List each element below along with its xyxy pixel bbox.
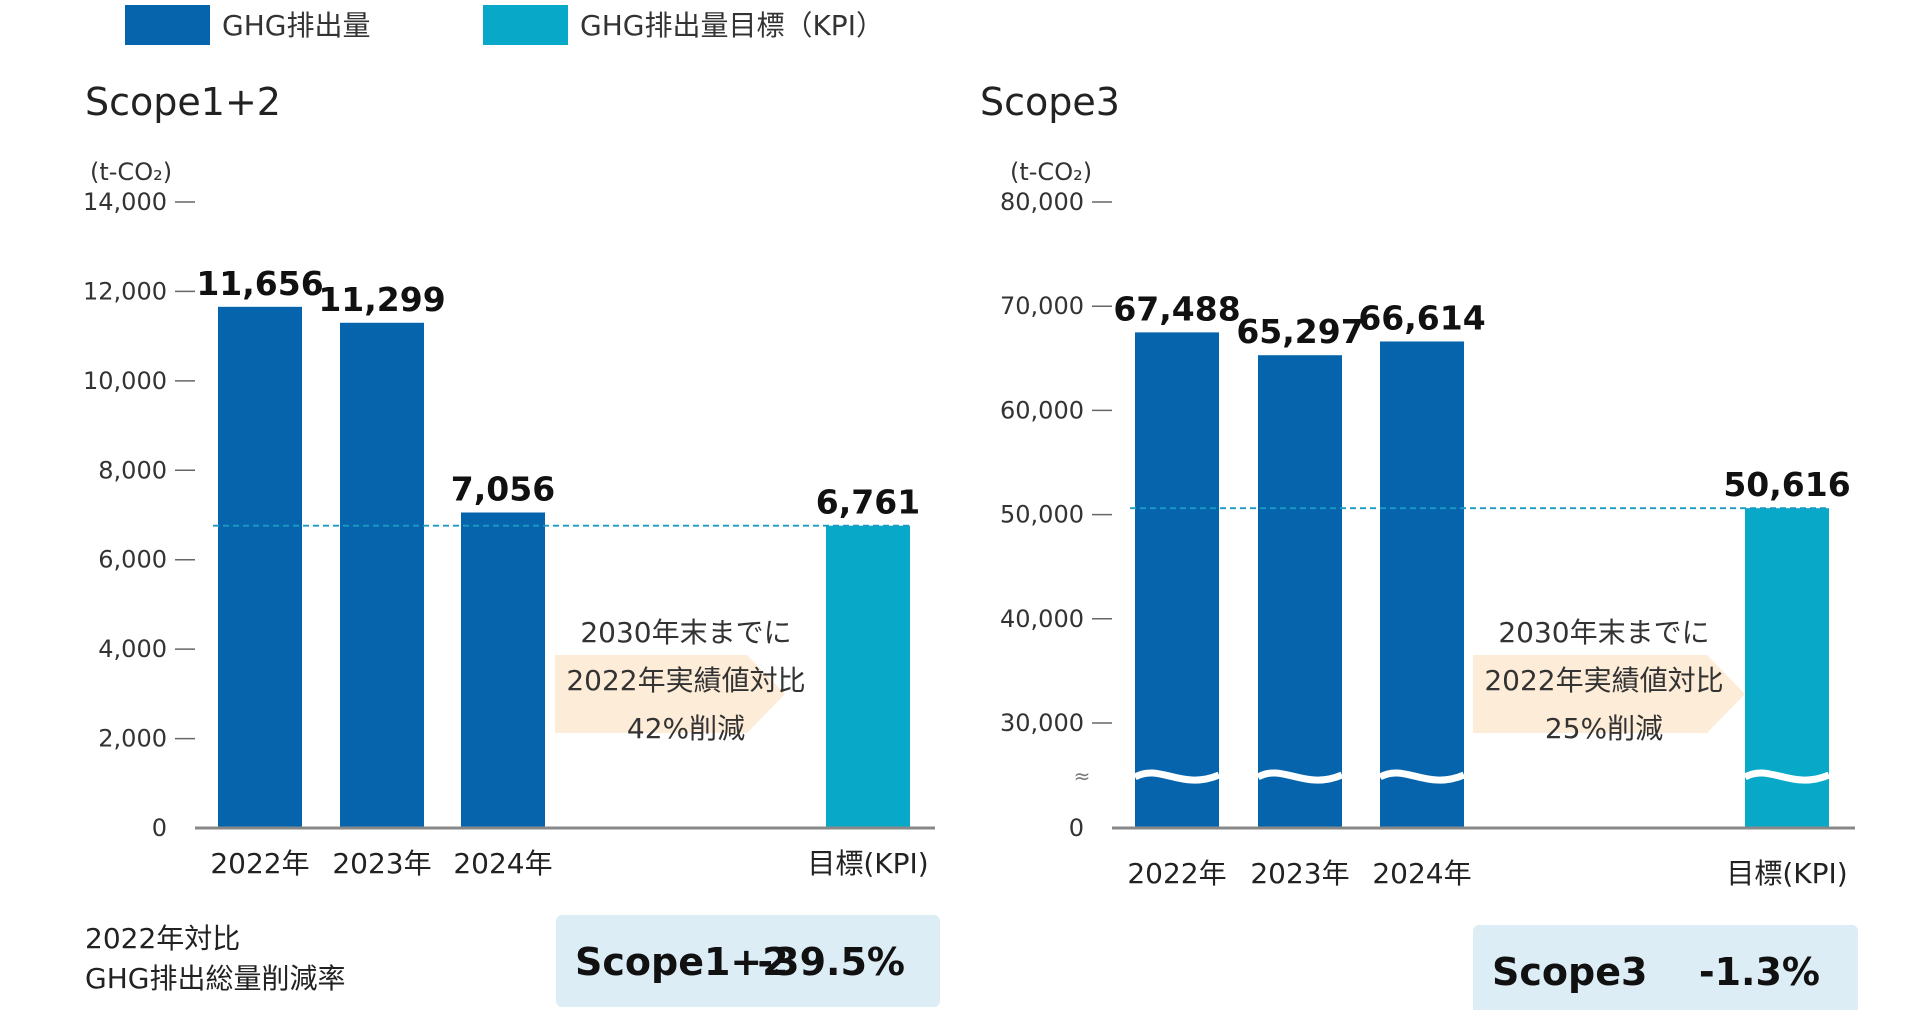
y-tick-label: 30,000 (1000, 709, 1084, 737)
x-category-label: 2023年 (332, 847, 431, 880)
y-tick-label: 0 (1069, 814, 1084, 842)
legend-label-target: GHG排出量目標（KPI） (580, 9, 884, 42)
reduction-badge-value: -1.3% (1699, 950, 1820, 994)
bar-value-label: 11,299 (318, 280, 445, 319)
chart-title: Scope1+2 (85, 80, 281, 124)
y-axis-unit: (t-CO₂) (90, 158, 172, 186)
bar-actual (340, 322, 424, 828)
reduction-note-line: 42%削減 (627, 712, 745, 745)
reduction-arrow (1473, 655, 1745, 733)
legend: GHG排出量 GHG排出量目標（KPI） (125, 5, 884, 45)
y-tick-label: 80,000 (1000, 188, 1084, 216)
bar-value-label: 7,056 (451, 469, 555, 508)
reduction-note-line: 2022年実績値対比 (1484, 664, 1723, 697)
y-tick-label: 70,000 (1000, 292, 1084, 320)
x-category-label: 2023年 (1250, 857, 1349, 890)
x-category-label: 目標(KPI) (1726, 857, 1847, 890)
x-category-label: 目標(KPI) (807, 847, 928, 880)
reduction-badge (556, 915, 940, 1007)
axis-break-wave (1256, 769, 1344, 784)
reduction-note-line: 25%削減 (1545, 712, 1663, 745)
chart-title: Scope3 (980, 80, 1120, 124)
y-tick-label: 6,000 (98, 546, 167, 574)
y-tick-label: 8,000 (98, 456, 167, 484)
bar-actual (1258, 355, 1342, 828)
reduction-badge (1473, 925, 1858, 1010)
bar-value-label: 67,488 (1113, 289, 1240, 328)
bar-actual (1135, 332, 1219, 828)
axis-break-symbol: ≈ (1074, 764, 1091, 788)
x-category-label: 2024年 (1372, 857, 1471, 890)
axis-break-wave (1133, 769, 1221, 784)
bar-value-label: 66,614 (1358, 298, 1485, 337)
y-tick-label: 14,000 (83, 188, 167, 216)
bar-value-label: 11,656 (196, 264, 323, 303)
y-tick-label: 40,000 (1000, 605, 1084, 633)
y-tick-label: 0 (152, 814, 167, 842)
chart-scope3: Scope3 (t-CO₂) 0 30,000 40,000 50,000 60,000 70… (980, 80, 1858, 1010)
reduction-note-line: 2022年実績値対比 (566, 664, 805, 697)
bar-target (826, 525, 910, 828)
reduction-note-line: 2030年末までに (580, 616, 791, 649)
bar-value-label: 65,297 (1236, 312, 1363, 351)
y-tick-label: 4,000 (98, 635, 167, 663)
y-tick-label: 10,000 (83, 367, 167, 395)
reduction-badge-label: Scope3 (1492, 950, 1647, 994)
x-category-label: 2024年 (453, 847, 552, 880)
x-category-label: 2022年 (1127, 857, 1226, 890)
bar-actual (461, 512, 545, 828)
reduction-badge-value: -39.5% (757, 940, 905, 984)
y-tick-label: 2,000 (98, 725, 167, 753)
axis-break-wave (1378, 769, 1466, 784)
reduction-arrow (555, 655, 785, 733)
chart-scope12: Scope1+2 (t-CO₂) 0 2,000 4,000 6,000 8,000 10,0… (83, 80, 940, 1007)
reduction-badge-label: Scope1+2 (575, 940, 789, 984)
y-axis-unit: (t-CO₂) (1010, 158, 1092, 186)
x-category-label: 2022年 (210, 847, 309, 880)
axis-break-wave (1743, 769, 1831, 784)
legend-swatch-target (483, 5, 568, 45)
bar-actual (1380, 341, 1464, 828)
bar-value-label: 50,616 (1723, 465, 1850, 504)
legend-label-actual: GHG排出量 (222, 9, 370, 42)
y-tick-label: 50,000 (1000, 501, 1084, 529)
reduction-note-line: 2030年末までに (1498, 616, 1709, 649)
legend-swatch-actual (125, 5, 210, 45)
reduction-caption-line2: GHG排出総量削減率 (85, 962, 345, 995)
bar-value-label: 6,761 (816, 483, 920, 522)
bar-actual (218, 306, 302, 828)
y-tick-label: 60,000 (1000, 396, 1084, 424)
reduction-caption-line1: 2022年対比 (85, 922, 240, 955)
y-tick-label: 12,000 (83, 277, 167, 305)
